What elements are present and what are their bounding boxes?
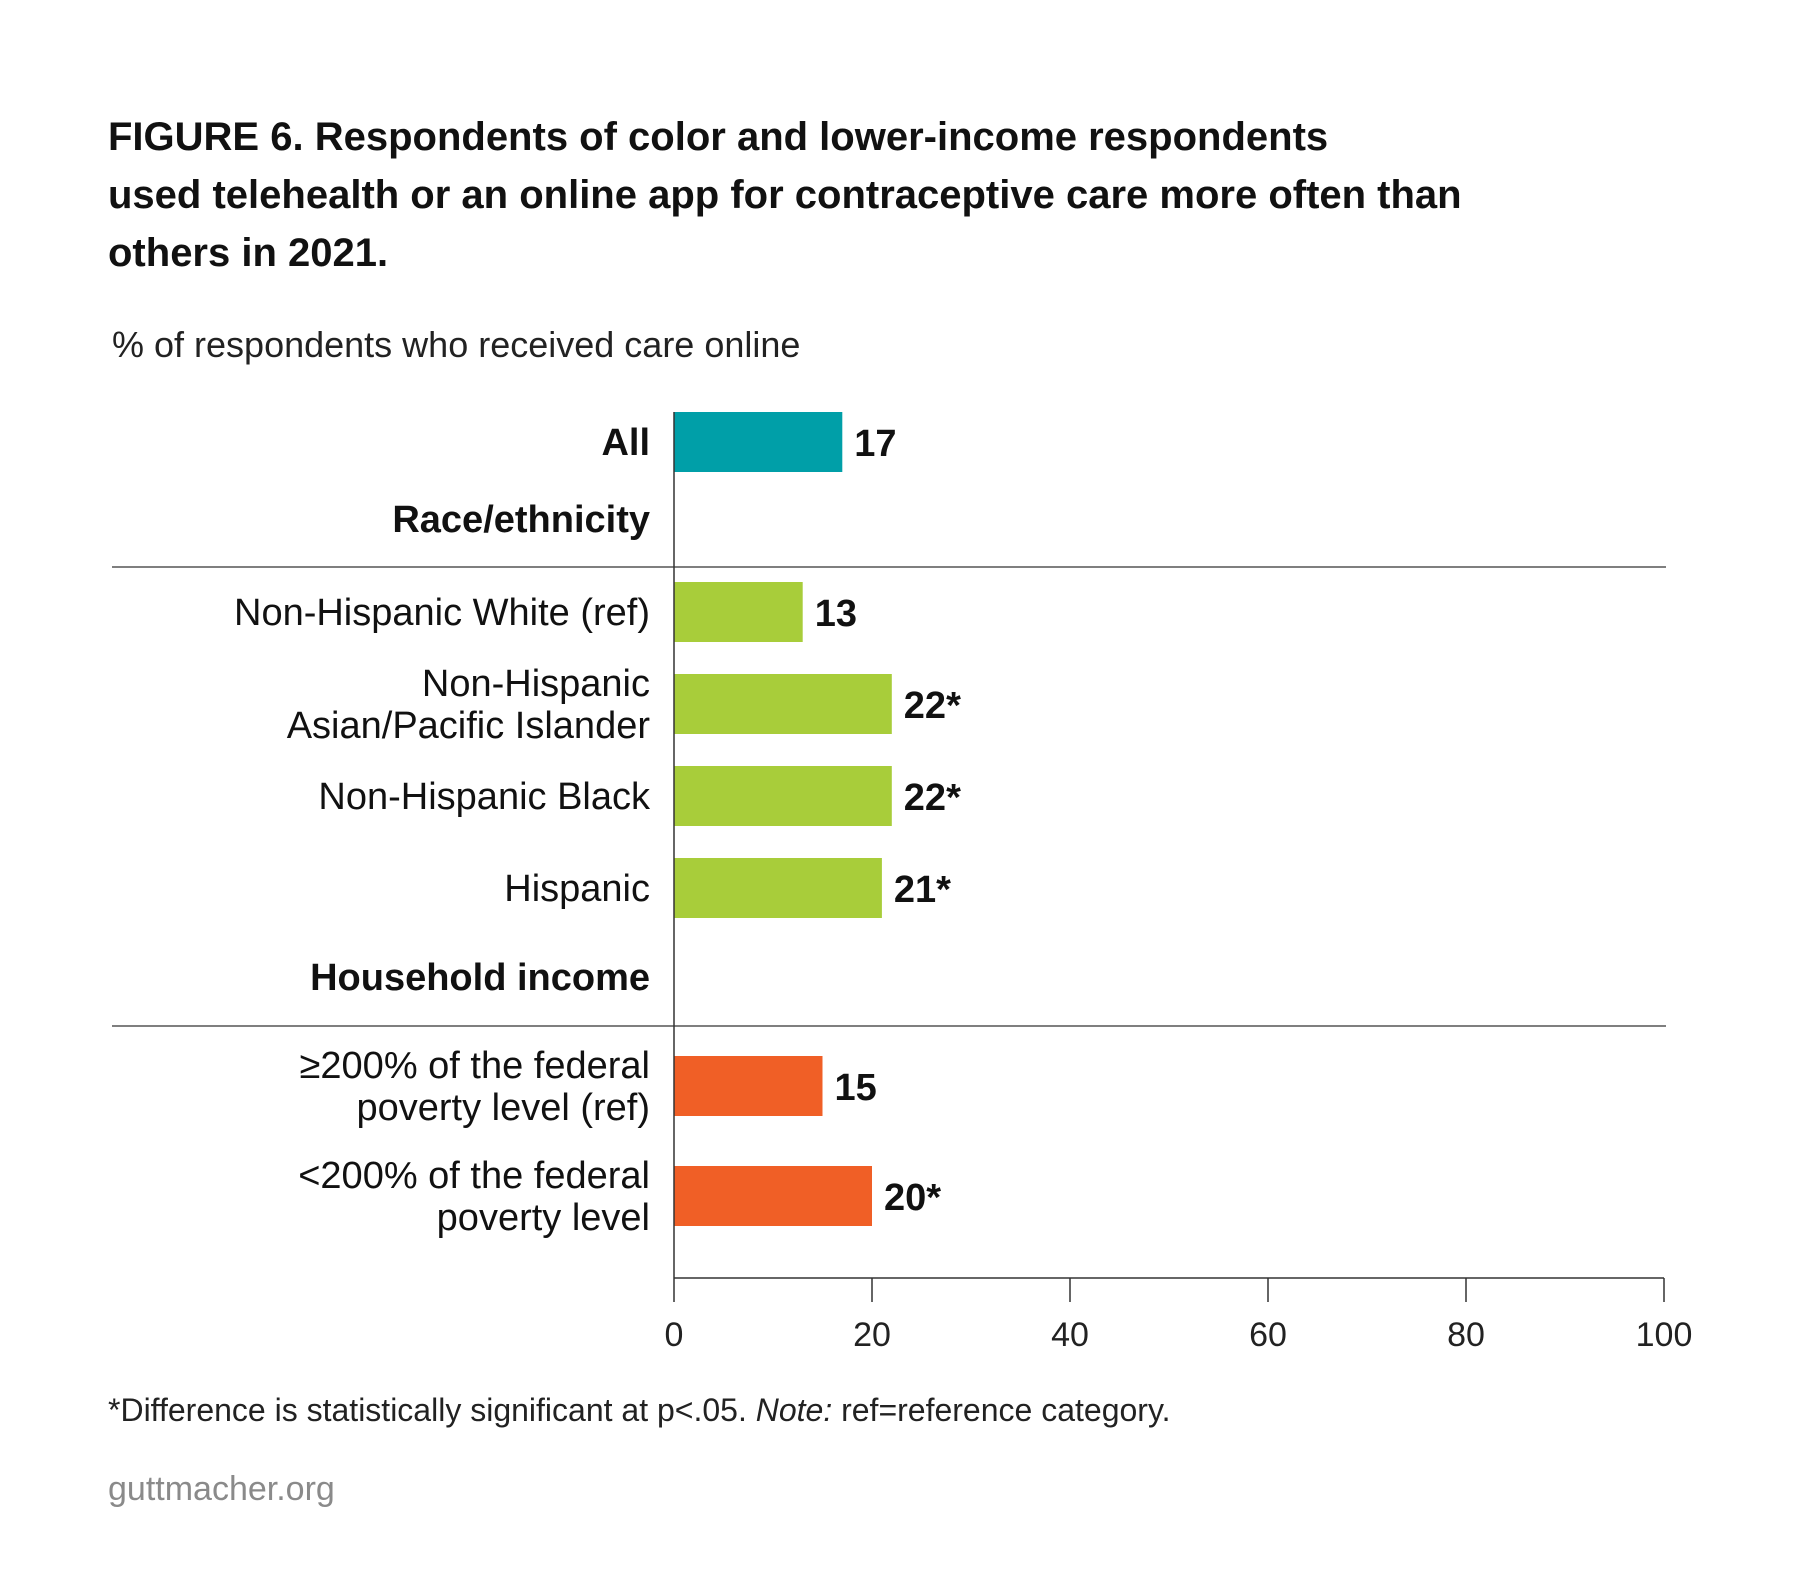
bar [674, 766, 892, 826]
category-label: Hispanic [504, 868, 650, 910]
x-tick-label: 20 [853, 1316, 891, 1354]
data-label: 22* [904, 685, 961, 727]
x-tick-label: 40 [1051, 1316, 1089, 1354]
x-tick-label: 80 [1447, 1316, 1485, 1354]
category-label: Asian/Pacific Islander [287, 705, 651, 747]
chart-title-line: FIGURE 6. Respondents of color and lower… [108, 115, 1329, 159]
bar [674, 674, 892, 734]
data-label: 21* [894, 869, 951, 911]
data-label: 22* [904, 777, 961, 819]
footnote-note-text: ref=reference category. [832, 1392, 1171, 1428]
x-tick-label: 100 [1636, 1316, 1693, 1354]
category-label: Non-Hispanic [422, 663, 650, 705]
chart-title: FIGURE 6. Respondents of color and lower… [108, 108, 1668, 282]
category-label: poverty level [437, 1197, 650, 1239]
bar [674, 582, 803, 642]
bar [674, 1166, 872, 1226]
source-credit: guttmacher.org [108, 1470, 335, 1508]
group-heading: Household income [310, 957, 650, 999]
footnote-text: *Difference is statistically significant… [108, 1392, 756, 1428]
bar-chart: All 17 Race/ethnicity Non-Hispanic White (r… [112, 412, 1693, 1354]
category-label: Non-Hispanic Black [318, 776, 651, 818]
category-label: ≥200% of the federal [300, 1045, 650, 1087]
chart-title-line: others in 2021. [108, 231, 389, 275]
category-label: poverty level (ref) [356, 1087, 650, 1129]
data-label: 13 [815, 593, 857, 635]
bar [674, 1056, 823, 1116]
category-label: Non-Hispanic White (ref) [234, 592, 650, 634]
chart-title-line: used telehealth or an online app for con… [108, 173, 1462, 217]
chart-subtitle: % of respondents who received care onlin… [112, 324, 801, 365]
group-heading: Race/ethnicity [392, 499, 650, 541]
category-label: All [601, 422, 650, 464]
data-label: 17 [854, 423, 896, 465]
x-tick-label: 60 [1249, 1316, 1287, 1354]
footnote-note-label: Note: [755, 1392, 833, 1428]
bar [674, 858, 882, 918]
x-tick-label: 0 [665, 1316, 684, 1354]
category-label: <200% of the federal [298, 1155, 650, 1197]
footnote: *Difference is statistically significant… [108, 1392, 1170, 1429]
data-label: 15 [835, 1067, 877, 1109]
bar [674, 412, 843, 472]
data-label: 20* [884, 1177, 941, 1219]
